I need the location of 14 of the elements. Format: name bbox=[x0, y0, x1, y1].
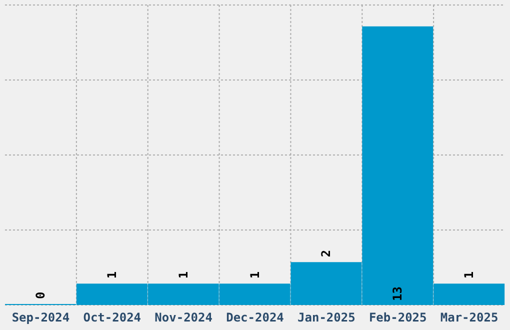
data-label: 1 bbox=[104, 271, 119, 279]
x-tick-label: Nov-2024 bbox=[154, 310, 212, 325]
data-label: 1 bbox=[176, 271, 190, 279]
data-label: 0 bbox=[34, 292, 48, 299]
data-label: 13 bbox=[390, 286, 405, 301]
data-label: 1 bbox=[248, 271, 262, 279]
x-tick-label: Oct-2024 bbox=[83, 310, 142, 325]
x-tick-label: Sep-2024 bbox=[12, 310, 70, 325]
data-label: 2 bbox=[319, 250, 334, 258]
x-tick-label: Dec-2024 bbox=[226, 310, 284, 325]
x-tick-label: Jan-2025 bbox=[298, 310, 356, 325]
data-label: 1 bbox=[462, 271, 476, 279]
x-tick-label: Mar-2025 bbox=[440, 310, 498, 325]
x-tick-label: Feb-2025 bbox=[368, 310, 427, 325]
